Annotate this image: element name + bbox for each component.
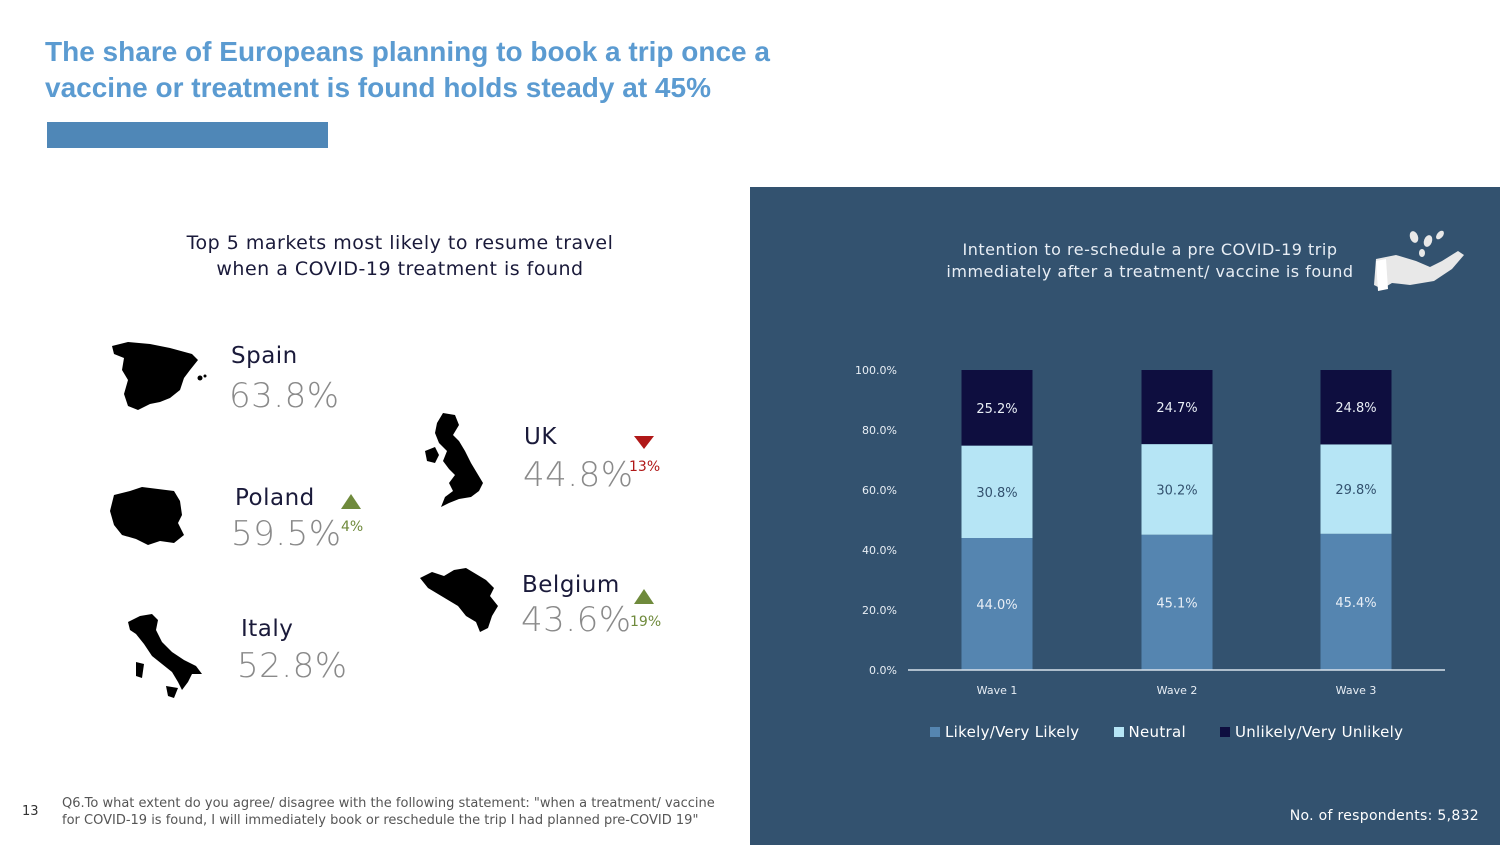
market-name: Spain xyxy=(231,343,298,369)
stacked-bar-chart: 0.0% 20.0% 40.0% 60.0% 80.0% 100.0% 44.0% 30.8%… xyxy=(855,364,1445,697)
x-tick-label: Wave 1 xyxy=(977,684,1018,697)
y-tick-label: 40.0% xyxy=(862,544,897,557)
chart-legend: Likely/Very Likely Neutral Unlikely/Very… xyxy=(930,723,1437,741)
data-label: 45.1% xyxy=(1156,596,1197,611)
market-change: 19% xyxy=(630,614,662,630)
y-tick-label: 60.0% xyxy=(862,484,897,497)
market-change: 4% xyxy=(341,519,364,535)
hand-dropping-coins-icon xyxy=(1374,230,1464,291)
data-label: 25.2% xyxy=(976,402,1017,417)
data-label: 45.4% xyxy=(1335,596,1376,611)
bar-segment xyxy=(1141,370,1213,445)
bar-segment xyxy=(961,538,1033,670)
market-pct: 63.8% xyxy=(229,376,340,416)
legend-label: Likely/Very Likely xyxy=(945,723,1080,741)
market-pct: 44.8% xyxy=(523,455,634,495)
poland-map-icon xyxy=(110,487,184,545)
y-tick-label: 0.0% xyxy=(869,664,897,677)
markets-subtitle-line2: when a COVID-19 treatment is found xyxy=(216,258,584,280)
y-tick-label: 20.0% xyxy=(862,604,897,617)
respondents-count: No. of respondents: 5,832 xyxy=(1289,808,1479,824)
belgium-map-icon xyxy=(420,568,498,632)
data-label: 29.8% xyxy=(1335,483,1376,498)
data-label: 44.0% xyxy=(976,598,1017,613)
bar-segment xyxy=(1320,533,1392,670)
chart-marks: 0.0% 20.0% 40.0% 60.0% 80.0% 100.0% 44.0% 30.8%… xyxy=(855,364,1445,697)
up-arrow-icon xyxy=(634,589,654,604)
data-label: 30.2% xyxy=(1156,483,1197,498)
uk-map-icon xyxy=(425,413,483,507)
up-arrow-icon xyxy=(341,494,361,509)
legend-label: Neutral xyxy=(1128,723,1186,741)
legend-swatch xyxy=(1113,727,1124,737)
page-number: 13 xyxy=(22,804,39,819)
chart-panel: Intention to re-schedule a pre COVID-19 … xyxy=(750,187,1500,845)
legend-item-unlikely: Unlikely/Very Unlikely xyxy=(1219,723,1404,741)
page-title: The share of Europeans planning to book … xyxy=(45,36,770,103)
x-tick-label: Wave 3 xyxy=(1336,684,1377,697)
bar-segment xyxy=(1320,444,1392,534)
data-label: 24.7% xyxy=(1156,401,1197,416)
legend-item-neutral: Neutral xyxy=(1113,723,1186,741)
market-change: 13% xyxy=(629,459,661,475)
chart-title-line1: Intention to re-schedule a pre COVID-19 … xyxy=(962,240,1338,259)
market-name: Poland xyxy=(235,485,315,511)
bar-segment xyxy=(1320,370,1392,445)
legend-item-likely: Likely/Very Likely xyxy=(930,723,1080,741)
data-label: 24.8% xyxy=(1335,401,1376,416)
legend-swatch xyxy=(930,727,940,737)
y-tick-label: 100.0% xyxy=(855,364,897,377)
market-pct: 59.5% xyxy=(231,514,342,554)
market-pct: 43.6% xyxy=(521,600,632,640)
down-arrow-icon xyxy=(634,436,654,449)
chart-title-line2: immediately after a treatment/ vaccine i… xyxy=(946,262,1354,281)
market-name: Belgium xyxy=(522,572,620,598)
bar-segment xyxy=(961,370,1033,446)
bar-segment xyxy=(1141,534,1213,670)
market-name: Italy xyxy=(241,616,294,642)
footnote-line1: Q6.To what extent do you agree/ disagree… xyxy=(62,796,715,811)
bar-segment xyxy=(961,445,1033,538)
title-accent-bar xyxy=(47,122,328,148)
market-name: UK xyxy=(524,424,557,450)
data-label: 30.8% xyxy=(976,486,1017,501)
spain-map-icon xyxy=(112,342,207,410)
footnote-line2: for COVID-19 is found, I will immediatel… xyxy=(62,813,699,828)
italy-map-icon xyxy=(128,614,202,698)
legend-label: Unlikely/Very Unlikely xyxy=(1234,723,1404,741)
x-tick-label: Wave 2 xyxy=(1157,684,1198,697)
chart-title: Intention to re-schedule a pre COVID-19 … xyxy=(940,239,1360,283)
legend-swatch xyxy=(1219,727,1230,737)
market-pct: 52.8% xyxy=(237,646,348,686)
markets-subtitle: Top 5 markets most likely to resume trav… xyxy=(150,230,650,282)
footnote: Q6.To what extent do you agree/ disagree… xyxy=(62,795,752,829)
bar-segment xyxy=(1141,444,1213,535)
y-tick-label: 80.0% xyxy=(862,424,897,437)
markets-subtitle-line1: Top 5 markets most likely to resume trav… xyxy=(186,232,614,254)
